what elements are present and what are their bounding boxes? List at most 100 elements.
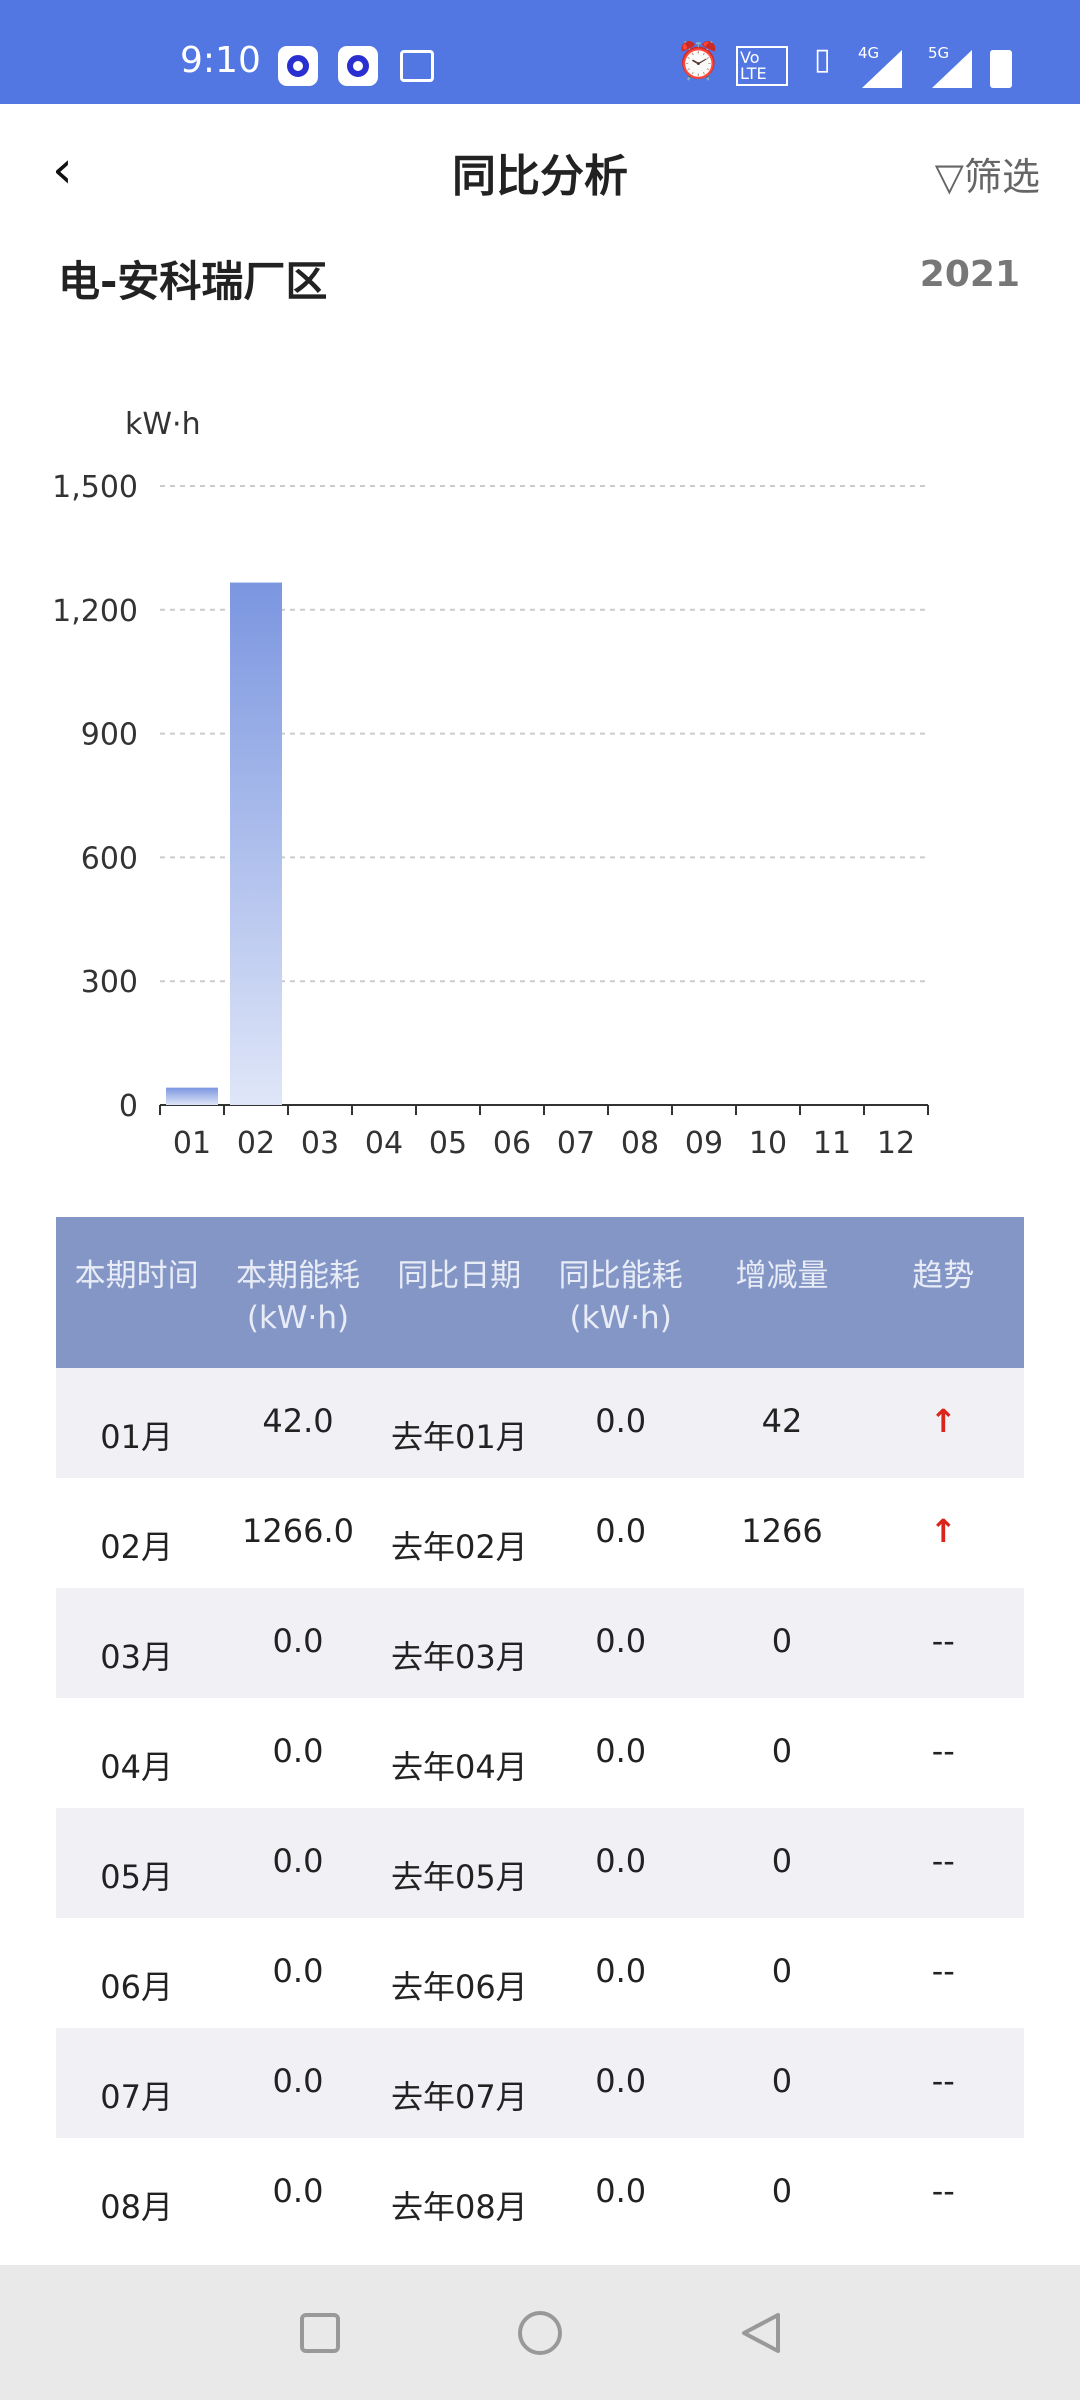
table-row[interactable]: 01月 42.0 去年01月 0.0 42 ↑: [56, 1368, 1024, 1478]
y-axis-label: kW·h: [125, 407, 201, 442]
x-tick-label: 04: [365, 1126, 403, 1161]
x-tick-label: 06: [493, 1126, 531, 1161]
table-cell: 去年01月: [390, 1418, 528, 1456]
column-header-label: 增减量: [735, 1258, 829, 1294]
y-tick-label: 1,200: [52, 594, 138, 629]
table-cell: 05月: [100, 1858, 174, 1896]
alarm-icon: ⏰: [676, 41, 721, 82]
column-header-unit: (kW·h): [569, 1300, 672, 1336]
bar-01: [166, 1087, 218, 1105]
x-tick-label: 05: [429, 1126, 467, 1161]
table-cell: 02月: [100, 1528, 174, 1566]
table-cell: 1266: [741, 1512, 823, 1550]
table-cell: 去年08月: [390, 2188, 528, 2226]
column-header: 本期能耗 (kW·h): [217, 1217, 378, 1368]
column-header: 趋势: [863, 1217, 1024, 1368]
table-cell: 0.0: [595, 1952, 647, 1990]
column-header: 同比能耗 (kW·h): [540, 1217, 701, 1368]
navigation-bar: [0, 2265, 1080, 2400]
app-header: ‹ 同比分析 ▽筛选: [0, 104, 1080, 234]
table-cell: 0.0: [272, 1952, 324, 1990]
table-cell: 0.0: [272, 1842, 324, 1880]
table-row[interactable]: 04月 0.0 去年04月 0.0 0 --: [56, 1698, 1024, 1808]
x-tick-label: 12: [877, 1126, 915, 1161]
column-header-label: 本期时间: [74, 1258, 199, 1294]
trend-none: --: [931, 1842, 955, 1880]
table-cell: 0.0: [595, 2062, 647, 2100]
table-cell: 0.0: [272, 2062, 324, 2100]
table-cell: 42: [761, 1402, 803, 1440]
back-button[interactable]: ‹: [52, 140, 73, 200]
table-row[interactable]: 02月 1266.0 去年02月 0.0 1266 ↑: [56, 1478, 1024, 1588]
table-cell: 0.0: [595, 1732, 647, 1770]
recents-icon[interactable]: [300, 2313, 340, 2353]
trend-none: --: [931, 1732, 955, 1770]
table-cell: 0.0: [272, 1732, 324, 1770]
table-cell: 去年02月: [390, 1528, 528, 1566]
table-cell: 06月: [100, 1968, 174, 2006]
volte-icon: Vo LTE: [736, 46, 788, 86]
y-tick-label: 300: [81, 965, 138, 1000]
table-cell: 0.0: [595, 2172, 647, 2210]
table-cell: 0.0: [272, 2172, 324, 2210]
table-row[interactable]: 07月 0.0 去年07月 0.0 0 --: [56, 2028, 1024, 2138]
back-icon[interactable]: [738, 2311, 782, 2355]
y-tick-label: 600: [81, 841, 138, 876]
table-cell: 去年06月: [390, 1968, 528, 2006]
column-header-unit: (kW·h): [246, 1300, 350, 1336]
column-header: 本期时间: [56, 1217, 217, 1368]
table-cell: 0: [771, 1952, 793, 1990]
image-icon: [400, 50, 434, 82]
table-body: 01月 42.0 去年01月 0.0 42 ↑ 02月 1266.0 去年02月 0.0 1266 ↑…: [56, 1368, 1024, 2248]
table-cell: 0.0: [595, 1842, 647, 1880]
table-cell: 去年05月: [390, 1858, 528, 1896]
trend-none: --: [931, 2062, 955, 2100]
x-tick-label: 10: [749, 1126, 787, 1161]
table-cell: 01月: [100, 1418, 174, 1456]
table-cell: 0.0: [595, 1402, 647, 1440]
column-header-label: 同比日期: [397, 1258, 522, 1294]
x-tick-label: 02: [237, 1126, 275, 1161]
table-cell: 0: [771, 1732, 793, 1770]
table-cell: 去年03月: [390, 1638, 528, 1676]
signal-icon: [932, 50, 972, 88]
y-tick-label: 0: [119, 1089, 138, 1124]
x-tick-label: 11: [813, 1126, 851, 1161]
filter-button[interactable]: ▽筛选: [935, 146, 1040, 201]
app-notification-icon: [278, 46, 318, 86]
x-tick-label: 08: [621, 1126, 659, 1161]
signal-icon: [862, 50, 902, 88]
column-header-label: 趋势: [912, 1258, 975, 1294]
table-row[interactable]: 03月 0.0 去年03月 0.0 0 --: [56, 1588, 1024, 1698]
trend-none: --: [931, 1952, 955, 1990]
status-time: 9:10: [180, 40, 261, 81]
table-row[interactable]: 05月 0.0 去年05月 0.0 0 --: [56, 1808, 1024, 1918]
comparison-table: 本期时间 本期能耗 (kW·h) 同比日期 同比能耗 (kW·h) 增减量 趋势 01月 42.…: [56, 1217, 1024, 2248]
table-cell: 去年07月: [390, 2078, 528, 2116]
column-header: 同比日期: [379, 1217, 540, 1368]
x-tick-label: 07: [557, 1126, 595, 1161]
filter-label: 筛选: [963, 155, 1040, 199]
x-tick-label: 01: [173, 1126, 211, 1161]
column-header: 增减量: [701, 1217, 862, 1368]
table-row[interactable]: 08月 0.0 去年08月 0.0 0 --: [56, 2138, 1024, 2248]
trend-up-icon: ↑: [929, 1512, 957, 1550]
y-tick-label: 900: [81, 718, 138, 753]
status-bar: 9:10 ⏰ Vo LTE ▯ 4G 5G: [0, 0, 1080, 104]
vibrate-icon: ▯: [814, 42, 831, 77]
table-cell: 0: [771, 2172, 793, 2210]
funnel-icon: ▽: [934, 155, 964, 199]
table-cell: 0.0: [595, 1512, 647, 1550]
table-row[interactable]: 06月 0.0 去年06月 0.0 0 --: [56, 1918, 1024, 2028]
meter-name: 电-安科瑞厂区: [58, 257, 328, 306]
home-icon[interactable]: [518, 2311, 562, 2355]
table-cell: 08月: [100, 2188, 174, 2226]
table-cell: 1266.0: [242, 1512, 354, 1550]
year-selector[interactable]: 2021: [919, 254, 1020, 295]
table-cell: 0.0: [595, 1622, 647, 1660]
column-header-label: 同比能耗: [558, 1258, 683, 1294]
trend-up-icon: ↑: [929, 1402, 957, 1440]
network-4g: 4G: [858, 44, 880, 62]
table-cell: 0: [771, 2062, 793, 2100]
bar-chart: kW·h 0 300 600 900 1,200 1,500 01 02 03 04 05 06 07 08…: [52, 407, 929, 1161]
